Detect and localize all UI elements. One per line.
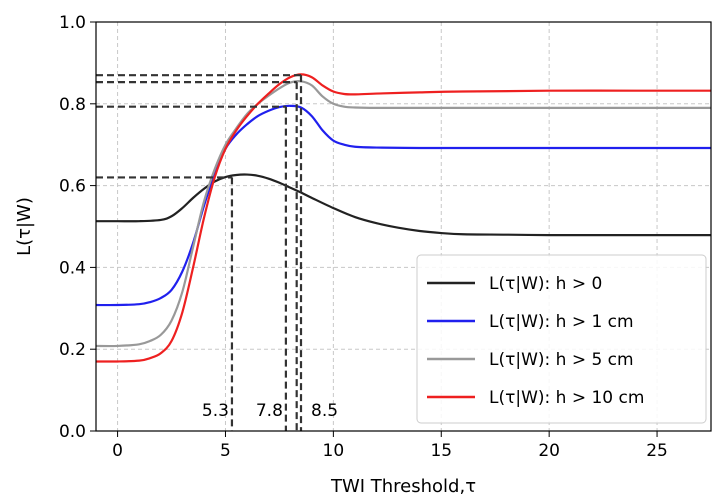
legend-entry-2: L(τ|W): h > 1 cm <box>489 312 634 332</box>
series-line-4 <box>95 73 711 363</box>
y-tick-label: 1.0 <box>59 13 86 33</box>
legend-entry-1: L(τ|W): h > 0 <box>489 274 602 294</box>
y-tick-label: 0.0 <box>59 422 86 442</box>
y-tick-label: 0.2 <box>59 340 86 360</box>
x-tick-label: 25 <box>646 441 668 461</box>
axis-ticks: 0 5 10 15 20 25 0.0 0.2 0.4 0.6 0.8 1.0 <box>59 13 668 461</box>
legend-box <box>416 254 707 424</box>
ref-label-1: 5.3 <box>202 401 229 421</box>
y-tick-label: 0.6 <box>59 177 86 197</box>
x-tick-label: 15 <box>430 441 452 461</box>
x-tick-label: 0 <box>112 441 123 461</box>
legend-entry-3: L(τ|W): h > 5 cm <box>489 350 634 370</box>
y-tick-label: 0.8 <box>59 95 86 115</box>
legend-entry-4: L(τ|W): h > 10 cm <box>489 388 644 408</box>
ref-label-4: 8.5 <box>311 401 338 421</box>
plot-frame <box>95 21 712 432</box>
legend: L(τ|W): h > 0 L(τ|W): h > 1 cm L(τ|W): h >… <box>416 254 707 424</box>
y-axis-label: L(τ|W) <box>14 197 35 256</box>
y-tick-label: 0.4 <box>59 258 86 278</box>
series-line-2 <box>95 104 711 307</box>
ref-label-2: 7.8 <box>256 401 283 421</box>
series-line-1 <box>96 173 712 237</box>
x-tick-label: 5 <box>220 441 231 461</box>
reference-lines: 5.3 7.8 8.5 <box>96 74 338 431</box>
series-line-3 <box>95 80 711 348</box>
x-tick-label: 20 <box>538 441 560 461</box>
x-tick-label: 10 <box>323 441 345 461</box>
x-axis-label: TWI Threshold,τ <box>330 476 476 494</box>
